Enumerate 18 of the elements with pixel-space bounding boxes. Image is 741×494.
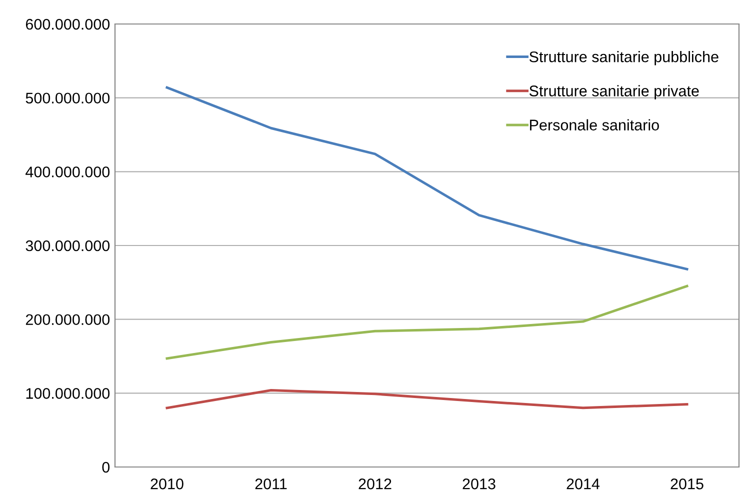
y-tick-label: 600.000.000 xyxy=(26,18,110,30)
legend-label: Strutture sanitarie private xyxy=(529,85,699,100)
line-series xyxy=(166,284,688,360)
y-tick-label: 300.000.000 xyxy=(26,240,110,252)
legend-label: Personale sanitario xyxy=(530,119,659,130)
y-tick-label: 0 xyxy=(102,462,110,473)
x-tick-label: 2010 xyxy=(150,478,184,490)
y-tick-label: 200.000.000 xyxy=(26,314,110,326)
x-tick-label: 2014 xyxy=(566,478,600,490)
legend-label: Strutture sanitarie pubbliche xyxy=(529,51,718,66)
y-tick-label: 400.000.000 xyxy=(26,166,110,178)
x-tick-label: 2011 xyxy=(255,478,287,490)
x-tick-label: 2013 xyxy=(462,478,496,490)
x-tick-label: 2015 xyxy=(670,478,704,490)
y-tick-label: 100.000.000 xyxy=(26,388,110,399)
y-tick-label: 500.000.000 xyxy=(26,92,110,104)
x-tick-label: 2012 xyxy=(358,478,392,490)
line-series xyxy=(166,388,688,410)
